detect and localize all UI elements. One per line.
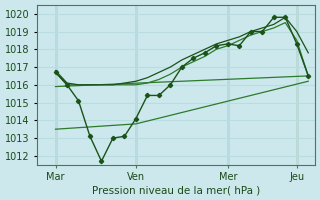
X-axis label: Pression niveau de la mer( hPa ): Pression niveau de la mer( hPa ) xyxy=(92,185,260,195)
